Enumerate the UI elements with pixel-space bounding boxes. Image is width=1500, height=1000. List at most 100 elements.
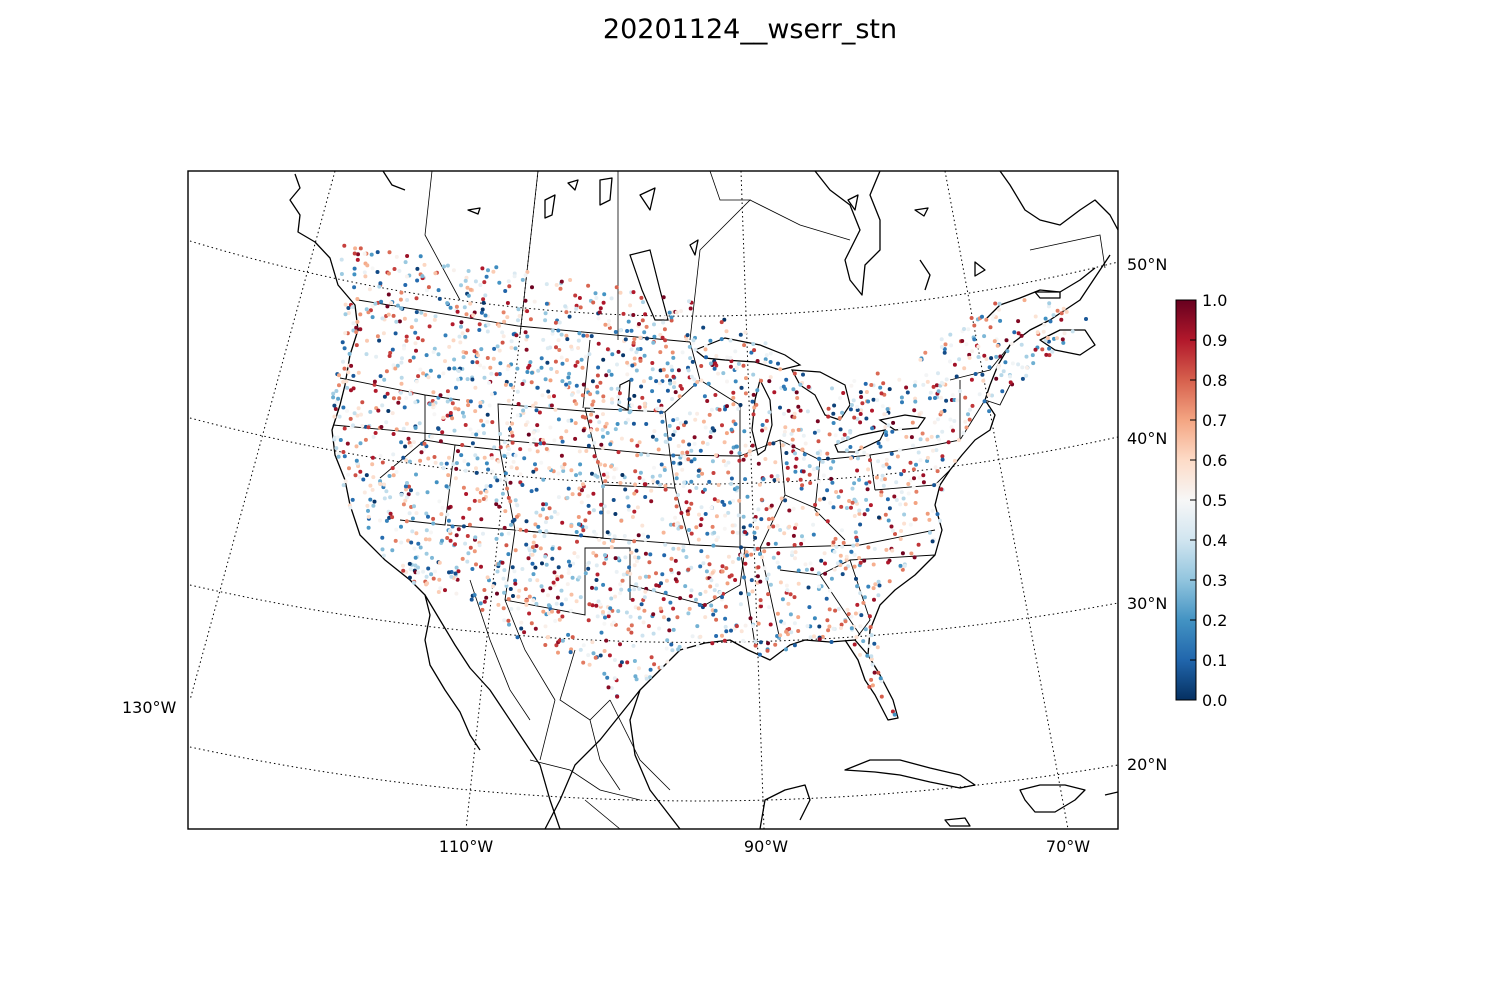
station-point <box>546 635 551 639</box>
station-point <box>724 431 729 436</box>
station-point <box>784 629 789 634</box>
station-point <box>444 461 449 466</box>
station-point <box>662 327 667 332</box>
station-point <box>799 486 804 491</box>
station-point <box>638 575 642 580</box>
station-point <box>334 446 339 451</box>
station-point <box>502 618 507 623</box>
station-point <box>912 383 917 388</box>
station-point <box>589 428 593 433</box>
station-point <box>708 435 713 439</box>
station-point <box>714 453 718 458</box>
station-point <box>902 512 907 517</box>
station-point <box>504 583 509 588</box>
station-point <box>911 485 916 490</box>
station-point <box>747 452 752 457</box>
station-point <box>859 395 864 399</box>
station-point <box>436 590 441 594</box>
station-point <box>992 339 997 344</box>
station-point <box>679 309 683 314</box>
station-point <box>743 443 748 448</box>
station-point <box>586 283 591 288</box>
station-point <box>649 488 654 493</box>
station-point <box>420 274 425 279</box>
station-point <box>858 591 863 596</box>
station-point <box>342 426 347 431</box>
station-point <box>604 373 609 378</box>
station-point <box>547 394 552 399</box>
station-point <box>720 569 725 574</box>
station-point <box>353 473 358 478</box>
station-point <box>806 585 811 590</box>
station-point <box>936 417 940 422</box>
station-point <box>848 445 853 449</box>
station-point <box>406 538 411 543</box>
station-point <box>886 560 891 565</box>
station-point <box>413 400 418 405</box>
station-point <box>520 483 525 487</box>
station-point <box>762 549 767 554</box>
station-point <box>525 309 530 314</box>
station-point <box>445 389 450 394</box>
station-point <box>571 561 576 566</box>
station-point <box>690 634 695 639</box>
station-point <box>879 493 884 498</box>
station-point <box>916 450 921 455</box>
station-point <box>641 620 646 625</box>
station-point <box>398 390 403 395</box>
station-point <box>669 315 674 320</box>
station-point <box>720 423 724 428</box>
station-point <box>758 640 763 645</box>
station-point <box>364 473 369 478</box>
station-point <box>482 431 486 436</box>
station-point <box>743 623 748 628</box>
station-point <box>569 608 574 613</box>
station-point <box>713 361 718 366</box>
station-point <box>780 443 785 448</box>
station-point <box>507 427 512 431</box>
station-point <box>646 534 650 539</box>
station-point <box>720 595 724 600</box>
station-point <box>699 364 704 368</box>
station-point <box>576 522 581 527</box>
station-point <box>709 429 714 434</box>
station-point <box>426 375 431 380</box>
station-point <box>614 569 619 574</box>
station-point <box>880 404 885 409</box>
station-point <box>788 592 793 597</box>
station-point <box>729 427 734 432</box>
station-point <box>436 352 441 357</box>
station-point <box>624 610 629 615</box>
station-point <box>525 270 530 274</box>
station-point <box>454 385 458 390</box>
station-point <box>722 440 727 445</box>
station-point <box>591 491 596 496</box>
station-point <box>408 567 413 572</box>
station-point <box>444 484 449 489</box>
station-point <box>683 420 688 425</box>
station-point <box>581 482 585 487</box>
station-point <box>848 430 853 435</box>
station-point <box>775 477 780 482</box>
station-point <box>631 290 636 295</box>
station-point <box>675 417 680 421</box>
station-point <box>609 686 614 691</box>
station-point <box>669 556 674 561</box>
station-point <box>549 403 554 408</box>
station-point <box>934 448 939 453</box>
station-point <box>495 591 499 596</box>
station-point <box>921 480 926 485</box>
station-point <box>394 427 399 432</box>
station-point <box>495 478 500 483</box>
station-point <box>371 434 376 439</box>
station-point <box>738 332 743 337</box>
station-point <box>549 366 554 371</box>
station-point <box>792 371 797 376</box>
station-point <box>748 616 753 621</box>
station-point <box>438 439 443 444</box>
station-point <box>409 488 413 493</box>
station-point <box>510 519 515 524</box>
station-point <box>850 486 855 491</box>
station-point <box>644 676 649 681</box>
station-point <box>616 609 621 614</box>
